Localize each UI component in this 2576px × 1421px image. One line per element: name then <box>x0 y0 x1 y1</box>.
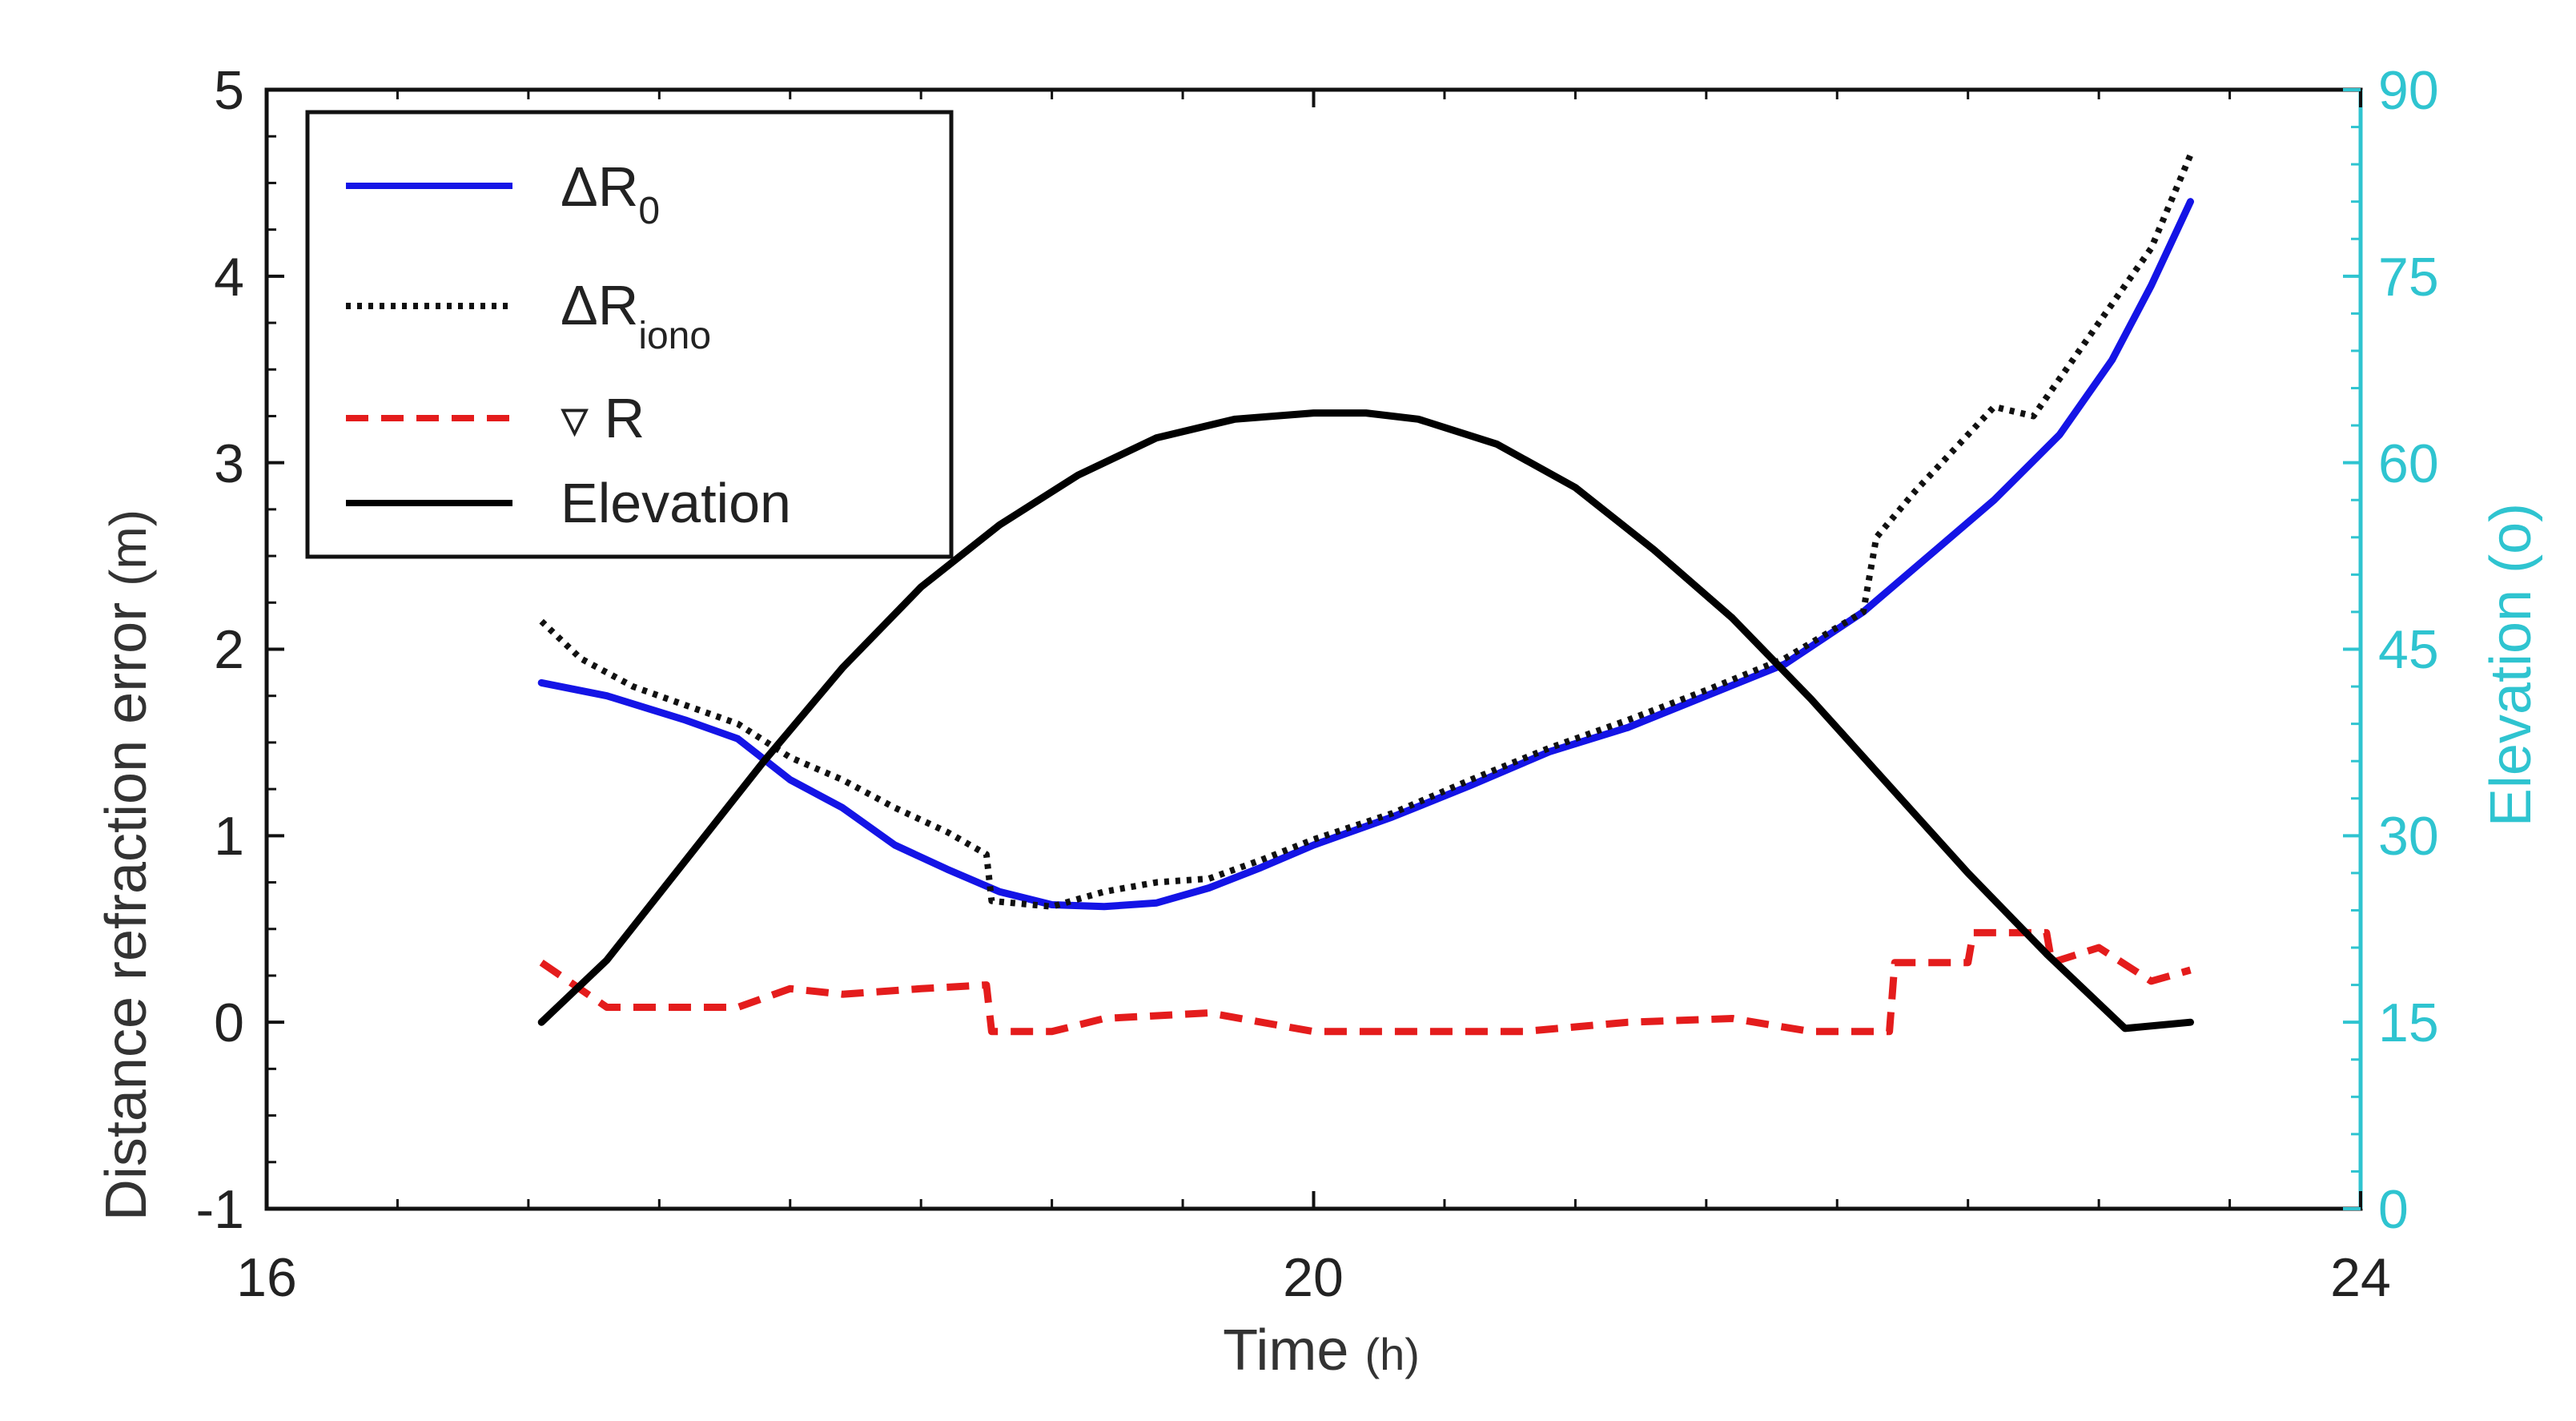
major-ticks <box>265 88 2362 1210</box>
y-axis-unit: (m) <box>99 509 157 586</box>
y2-tick-label: 60 <box>2378 433 2439 494</box>
legend-label-driono-main: ΔR <box>561 274 638 336</box>
legend-label-dr0-main: ΔR <box>561 155 638 218</box>
y2-tick-label: 30 <box>2378 806 2439 867</box>
x-tick-label: 20 <box>1283 1247 1344 1308</box>
series-line-dr0 <box>537 198 2194 911</box>
y-axis-title: Distance refraction error (m) <box>94 509 159 1221</box>
legend-label-elevation: Elevation <box>561 472 791 534</box>
y-tick-labels: 5 4 3 2 1 0 -1 <box>196 60 244 1240</box>
y-tick-label: 0 <box>214 992 244 1053</box>
y-tick-label: 3 <box>214 433 244 494</box>
minor-ticks <box>267 90 2361 1209</box>
y-tick-label: 5 <box>214 60 244 121</box>
series-line-driono <box>539 153 2194 910</box>
y2-tick-label: 15 <box>2378 992 2439 1053</box>
y2-tick-labels: 90 75 60 45 30 15 0 <box>2378 60 2439 1240</box>
x-tick-labels: 16 20 24 <box>236 1247 2391 1308</box>
y2-tick-label: 90 <box>2378 60 2439 121</box>
x-axis-title: Time (h) <box>1223 1318 1420 1383</box>
x-tick-label: 24 <box>2330 1247 2391 1308</box>
series-group <box>537 153 2194 1036</box>
x-tick-label: 16 <box>236 1247 297 1308</box>
y-axis-title-text: Distance refraction error <box>94 602 159 1221</box>
series-line-elevation <box>537 409 2194 1033</box>
x-axis-unit: (h) <box>1364 1329 1419 1379</box>
y2-tick-label: 75 <box>2378 247 2439 308</box>
legend-label-gradr: ▿ R <box>561 387 645 449</box>
legend-label-dr0-sub: 0 <box>638 190 660 232</box>
y2-axis-title-text: Elevation <box>2479 590 2543 827</box>
y2-axis-title: Elevation (o) <box>2479 503 2543 827</box>
legend-label-driono: ΔRiono <box>561 274 711 357</box>
legend-label-driono-sub: iono <box>638 315 711 357</box>
y2-tick-label: 45 <box>2378 619 2439 680</box>
y2-axis-unit: (o) <box>2479 503 2543 574</box>
y2-tick-label: 0 <box>2378 1179 2409 1240</box>
y-tick-label: -1 <box>196 1179 244 1240</box>
x-axis-title-text: Time <box>1223 1318 1348 1383</box>
y-tick-label: 1 <box>214 806 244 867</box>
legend: ΔR0 ΔRiono ▿ R Elevation <box>305 110 954 559</box>
y-tick-label: 2 <box>214 619 244 680</box>
legend-label-dr0: ΔR0 <box>561 155 660 232</box>
y-tick-label: 4 <box>214 247 244 308</box>
